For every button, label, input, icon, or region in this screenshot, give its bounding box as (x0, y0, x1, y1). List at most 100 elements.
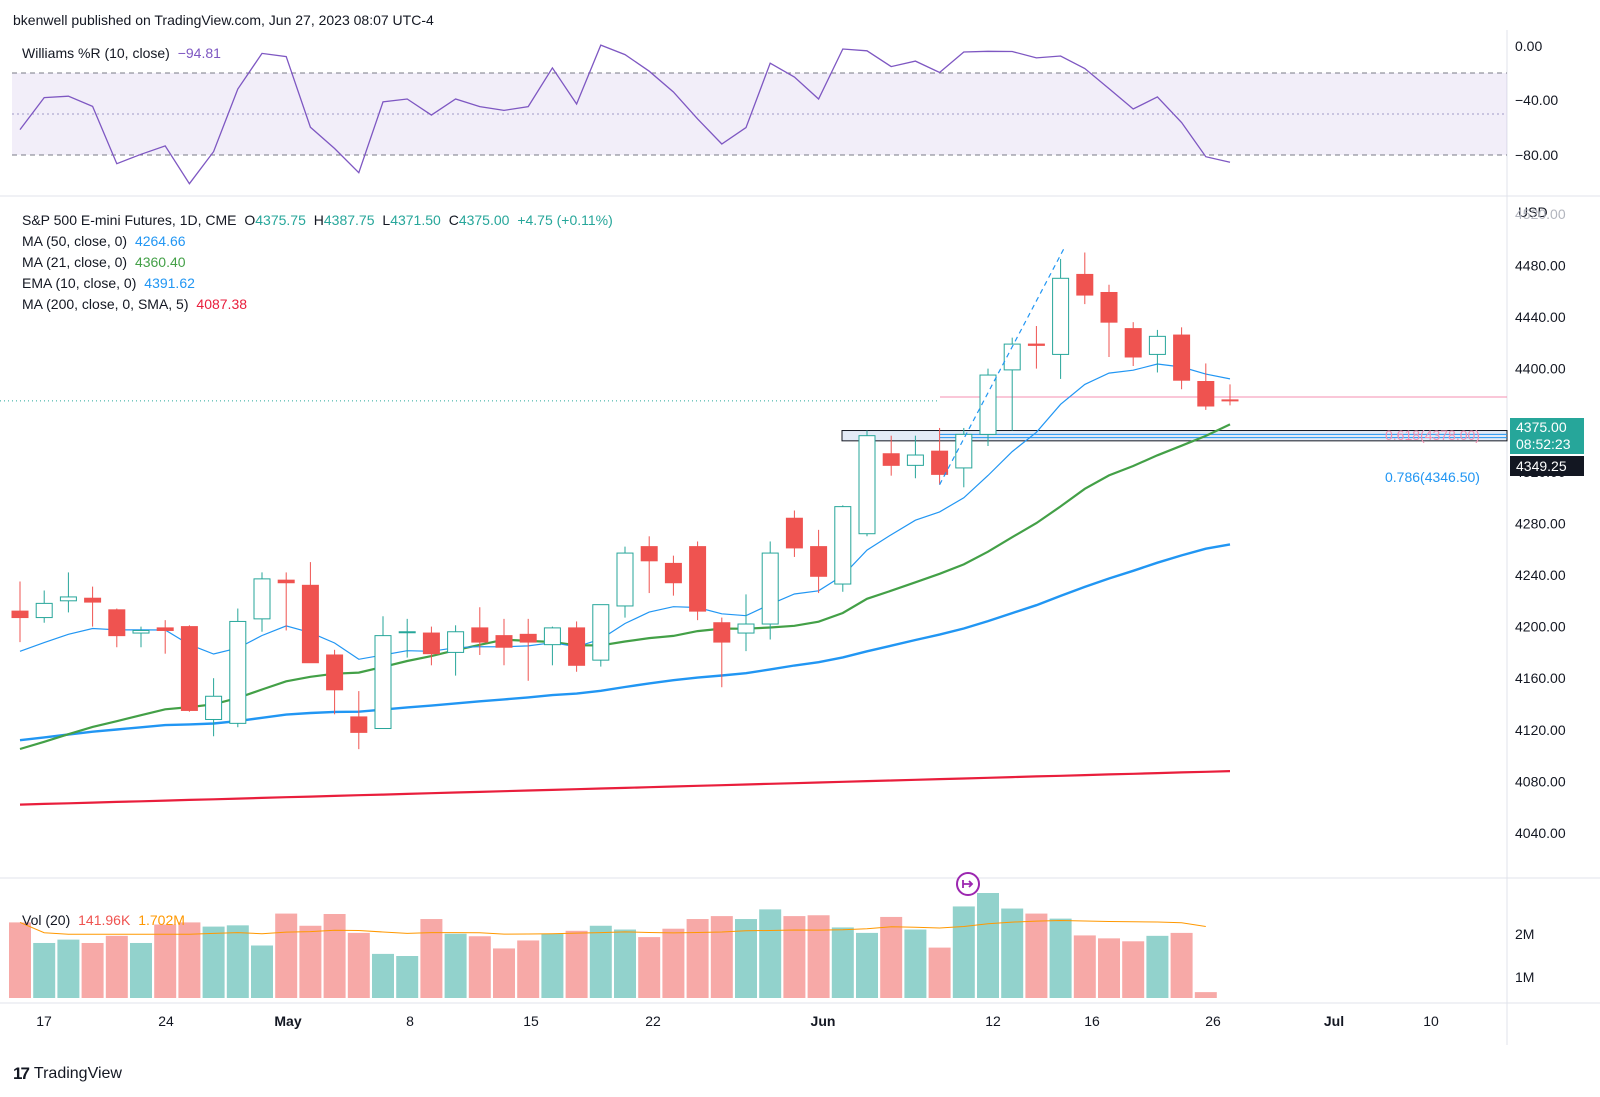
ohlc-close: 4375.00 (458, 212, 510, 228)
candle-body (737, 623, 755, 634)
volume-legend-value: 141.96K (78, 912, 131, 928)
candle-body (277, 579, 295, 584)
time-axis-label: 8 (406, 1013, 414, 1029)
candle-body (59, 596, 77, 602)
time-axis-label: 26 (1205, 1013, 1221, 1029)
candle (205, 678, 223, 737)
time-axis-label: 24 (158, 1013, 174, 1029)
volume-bar (372, 953, 394, 998)
replay-icon[interactable] (956, 872, 980, 896)
candle (640, 536, 658, 594)
time-axis-label: 12 (985, 1013, 1001, 1029)
price-tick-label: 4200.00 (1515, 619, 1566, 635)
volume-bar (9, 922, 31, 998)
volume-bar (662, 928, 685, 998)
wr-tick-0: 0.00 (1515, 38, 1542, 54)
ema10-legend: EMA (10, close, 0) 4391.62 (22, 275, 199, 291)
candle (422, 626, 440, 666)
symbol-title[interactable]: S&P 500 E-mini Futures, 1D, CME (22, 212, 237, 228)
volume-bar (299, 925, 322, 998)
candle-body (979, 374, 997, 435)
candle-body (1027, 343, 1045, 346)
time-axis-label: 10 (1423, 1013, 1439, 1029)
ma50-legend: MA (50, close, 0) 4264.66 (22, 233, 190, 249)
candle-body (882, 453, 900, 466)
volume-bar (1122, 941, 1145, 998)
candle-body (374, 635, 392, 730)
candle-body (471, 627, 489, 643)
volume-bar (1001, 908, 1024, 998)
ma50-legend-label: MA (50, close, 0) (22, 233, 128, 249)
ma21-legend-value: 4360.40 (134, 254, 186, 270)
price-tick-label: 4160.00 (1515, 670, 1566, 686)
volume-bar (977, 893, 999, 998)
wr-tick-80: −80.00 (1515, 147, 1558, 163)
candle (326, 649, 344, 715)
candle (1148, 329, 1166, 373)
time-axis-label: May (274, 1013, 301, 1029)
volume-bar (517, 940, 540, 998)
candle-body (1148, 335, 1166, 355)
time-axis-label: 16 (1084, 1013, 1100, 1029)
candle (132, 626, 150, 648)
ma50-legend-value: 4264.66 (134, 233, 186, 249)
candle (568, 621, 586, 672)
candle (810, 529, 828, 594)
ma200-legend-label: MA (200, close, 0, SMA, 5) (22, 296, 189, 312)
candle-body (180, 626, 198, 711)
volume-bar (226, 925, 249, 998)
candle (495, 618, 513, 666)
last-price-value: 4375.00 (1516, 419, 1567, 435)
wr-legend-value: −94.81 (177, 45, 221, 61)
candle (447, 625, 465, 676)
candle-body (785, 517, 803, 549)
volume-bar (735, 919, 757, 998)
volume-bar (33, 942, 56, 998)
volume-legend-ma: 1.702M (138, 912, 185, 928)
fib-618-label: 0.618(4378.00) (1385, 427, 1480, 443)
price-tick-label: 4520.00 (1515, 206, 1566, 222)
volume-bar (347, 932, 370, 998)
ohlc-c-label: C (448, 212, 459, 228)
ema10-legend-value: 4391.62 (144, 275, 195, 291)
volume-bar (928, 947, 951, 998)
price-tick-label: 4480.00 (1515, 257, 1566, 273)
wr-legend-label: Williams %R (10, close) (22, 45, 170, 61)
ma200-line (19, 770, 1231, 806)
volume-bar (783, 916, 806, 998)
chart-canvas[interactable]: 0.00 −40.00 −80.00 USD 4520.00 4480.00 444… (0, 30, 1600, 1080)
candle (519, 618, 537, 681)
candle-body (447, 631, 465, 653)
candle-body (689, 546, 707, 612)
candle-body (108, 609, 126, 637)
candle-body (519, 633, 537, 643)
candle-body (156, 627, 174, 631)
candle (1003, 337, 1021, 431)
price-tick-label: 4440.00 (1515, 309, 1566, 325)
volume-bar (638, 937, 661, 998)
volume-bar (105, 935, 128, 998)
price-tick-label: 4120.00 (1515, 722, 1566, 738)
tradingview-logo-icon: 17 (13, 1064, 30, 1083)
support-zone-box (841, 430, 1508, 442)
candle-body (1052, 277, 1070, 355)
candle (156, 620, 174, 654)
candle (1052, 258, 1070, 379)
candle-body (422, 632, 440, 655)
tradingview-brand: TradingView (33, 1065, 122, 1082)
ma21-legend-label: MA (21, close, 0) (22, 254, 128, 270)
tradingview-logo[interactable]: 17 TradingView (13, 1064, 122, 1084)
ohlc-low: 4371.50 (390, 212, 441, 228)
price-tick-label: 4400.00 (1515, 361, 1566, 377)
candle (35, 590, 53, 623)
volume-bar (1073, 935, 1096, 998)
candle (592, 604, 610, 667)
candle (931, 427, 949, 485)
volume-bar (565, 930, 588, 998)
time-axis-label: 22 (645, 1013, 661, 1029)
candle-body (858, 435, 876, 535)
price-tick-label: 4080.00 (1515, 773, 1566, 789)
volume-bar (614, 929, 636, 998)
candle-body (350, 716, 368, 733)
time-axis-label: 15 (523, 1013, 539, 1029)
